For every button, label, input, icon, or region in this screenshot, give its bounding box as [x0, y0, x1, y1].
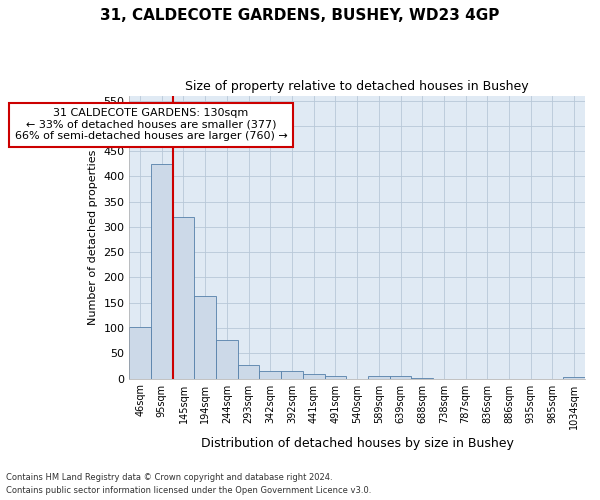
- Title: Size of property relative to detached houses in Bushey: Size of property relative to detached ho…: [185, 80, 529, 93]
- Bar: [216, 340, 238, 378]
- Bar: [129, 326, 151, 378]
- Bar: [281, 372, 303, 378]
- X-axis label: Distribution of detached houses by size in Bushey: Distribution of detached houses by size …: [200, 437, 514, 450]
- Bar: [151, 164, 173, 378]
- Bar: [259, 372, 281, 378]
- Bar: [173, 217, 194, 378]
- Bar: [389, 376, 412, 378]
- Text: Contains HM Land Registry data © Crown copyright and database right 2024.
Contai: Contains HM Land Registry data © Crown c…: [6, 474, 371, 495]
- Bar: [368, 376, 389, 378]
- Bar: [325, 376, 346, 378]
- Text: 31, CALDECOTE GARDENS, BUSHEY, WD23 4GP: 31, CALDECOTE GARDENS, BUSHEY, WD23 4GP: [100, 8, 500, 22]
- Bar: [238, 366, 259, 378]
- Bar: [303, 374, 325, 378]
- Y-axis label: Number of detached properties: Number of detached properties: [88, 150, 98, 324]
- Text: 31 CALDECOTE GARDENS: 130sqm
← 33% of detached houses are smaller (377)
66% of s: 31 CALDECOTE GARDENS: 130sqm ← 33% of de…: [14, 108, 287, 142]
- Bar: [563, 377, 585, 378]
- Bar: [194, 296, 216, 378]
